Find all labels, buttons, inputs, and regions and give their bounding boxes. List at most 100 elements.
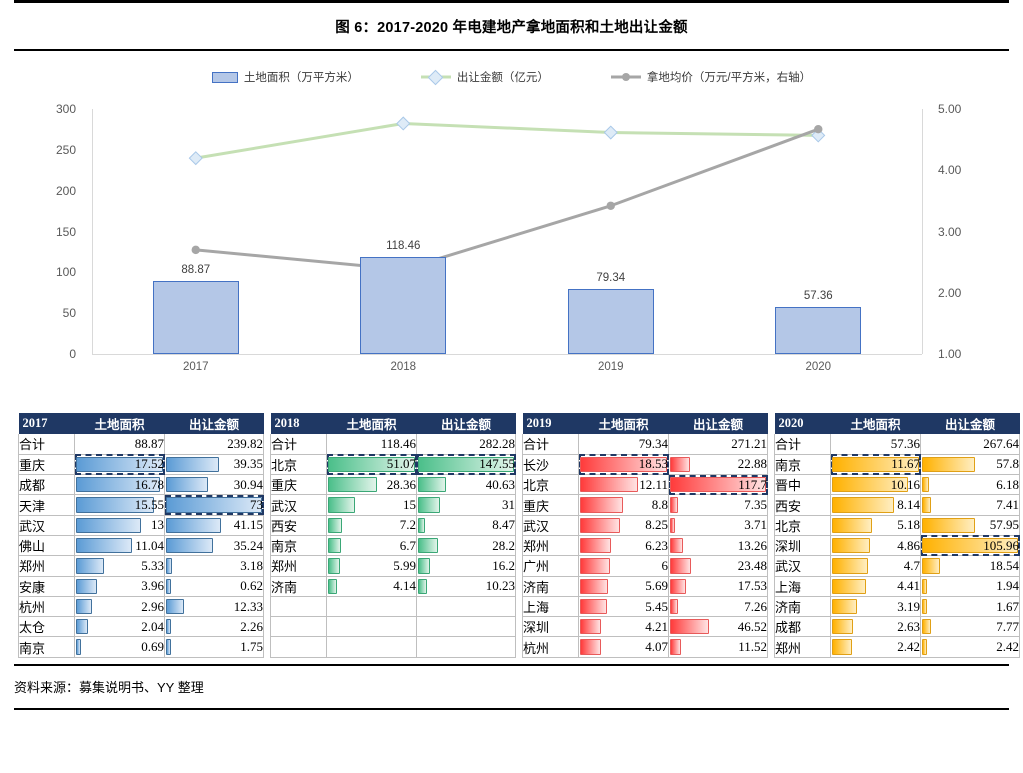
cell-amount[interactable]: 41.15 [164, 515, 264, 536]
cell-area[interactable]: 2.63 [830, 616, 921, 638]
cell-area[interactable]: 8.8 [578, 494, 669, 516]
cell-amount[interactable]: 46.52 [668, 616, 768, 638]
cell-amount[interactable]: 7.77 [920, 616, 1020, 638]
cell-amount[interactable]: 105.96 [920, 535, 1020, 557]
cell-city[interactable]: 郑州 [774, 636, 831, 658]
cell-amount[interactable]: 18.54 [920, 555, 1020, 577]
cell-city[interactable]: 深圳 [522, 616, 579, 638]
cell-city[interactable]: 武汉 [522, 515, 579, 536]
cell-city[interactable]: 广州 [522, 555, 579, 577]
cell-city[interactable]: 杭州 [18, 596, 75, 618]
cell-area[interactable]: 10.16 [830, 474, 921, 496]
cell-area[interactable]: 11.67 [830, 454, 921, 476]
cell-city[interactable] [270, 636, 327, 658]
cell-city[interactable]: 重庆 [522, 494, 579, 516]
cell-area[interactable]: 17.52 [74, 454, 165, 476]
cell-amount[interactable]: 10.23 [416, 576, 516, 597]
cell-area[interactable]: 15 [326, 494, 417, 516]
cell-amount[interactable]: 3.71 [668, 515, 768, 536]
cell-city[interactable]: 成都 [18, 474, 75, 496]
cell-area[interactable]: 4.21 [578, 616, 669, 638]
cell-city[interactable] [270, 596, 327, 618]
cell-area[interactable]: 6 [578, 555, 669, 577]
cell-amount[interactable]: 57.8 [920, 454, 1020, 476]
cell-area[interactable]: 8.14 [830, 494, 921, 516]
cell-amount[interactable]: 1.67 [920, 596, 1020, 618]
cell-city[interactable]: 西安 [774, 494, 831, 516]
cell-city[interactable]: 南京 [774, 454, 831, 476]
cell-area[interactable]: 6.23 [578, 535, 669, 557]
cell-city[interactable]: 济南 [522, 576, 579, 597]
cell-area[interactable]: 3.96 [74, 576, 165, 597]
cell-amount[interactable] [416, 596, 516, 618]
cell-area[interactable]: 51.07 [326, 454, 417, 476]
cell-city[interactable]: 武汉 [18, 515, 75, 536]
cell-amount[interactable]: 7.35 [668, 494, 768, 516]
cell-amount[interactable]: 40.63 [416, 474, 516, 496]
cell-city[interactable]: 重庆 [18, 454, 75, 476]
cell-city[interactable]: 合计 [270, 434, 327, 455]
cell-city[interactable]: 北京 [774, 515, 831, 536]
cell-area[interactable]: 4.7 [830, 555, 921, 577]
cell-city[interactable]: 西安 [270, 515, 327, 536]
cell-city[interactable]: 佛山 [18, 535, 75, 557]
cell-city[interactable]: 深圳 [774, 535, 831, 557]
cell-amount[interactable]: 17.53 [668, 576, 768, 597]
cell-area[interactable]: 12.11 [578, 474, 669, 496]
cell-city[interactable]: 南京 [18, 636, 75, 658]
cell-amount[interactable]: 12.33 [164, 596, 264, 618]
cell-city[interactable]: 北京 [270, 454, 327, 476]
cell-amount[interactable]: 0.62 [164, 576, 264, 597]
cell-area[interactable]: 2.96 [74, 596, 165, 618]
cell-city[interactable]: 郑州 [270, 555, 327, 577]
cell-amount[interactable]: 147.55 [416, 454, 516, 476]
dot-marker-icon[interactable] [814, 125, 823, 134]
legend-item-2[interactable]: 拿地均价（万元/平方米，右轴） [611, 69, 811, 85]
cell-amount[interactable]: 271.21 [668, 434, 768, 455]
cell-area[interactable]: 2.42 [830, 636, 921, 658]
cell-city[interactable]: 成都 [774, 616, 831, 638]
cell-city[interactable]: 上海 [774, 576, 831, 597]
cell-city[interactable]: 长沙 [522, 454, 579, 476]
cell-city[interactable]: 晋中 [774, 474, 831, 496]
cell-amount[interactable]: 117.7 [668, 474, 768, 496]
cell-amount[interactable] [416, 636, 516, 658]
cell-city[interactable]: 合计 [18, 434, 75, 455]
cell-amount[interactable]: 73 [164, 494, 264, 516]
cell-city[interactable] [270, 616, 327, 638]
cell-city[interactable]: 北京 [522, 474, 579, 496]
cell-city[interactable]: 天津 [18, 494, 75, 516]
cell-amount[interactable]: 1.94 [920, 576, 1020, 597]
dot-marker-icon[interactable] [606, 201, 615, 210]
cell-area[interactable] [326, 636, 417, 658]
cell-amount[interactable]: 1.75 [164, 636, 264, 658]
cell-city[interactable]: 济南 [774, 596, 831, 618]
cell-city[interactable]: 合计 [522, 434, 579, 455]
cell-amount[interactable] [416, 616, 516, 638]
cell-amount[interactable]: 39.35 [164, 454, 264, 476]
cell-area[interactable]: 5.99 [326, 555, 417, 577]
cell-amount[interactable]: 7.26 [668, 596, 768, 618]
cell-amount[interactable]: 7.41 [920, 494, 1020, 516]
cell-amount[interactable]: 13.26 [668, 535, 768, 557]
bar-2020[interactable] [775, 307, 862, 354]
cell-area[interactable]: 6.7 [326, 535, 417, 557]
legend-item-0[interactable]: 土地面积（万平方米） [211, 69, 359, 85]
cell-area[interactable]: 5.45 [578, 596, 669, 618]
cell-amount[interactable]: 35.24 [164, 535, 264, 557]
cell-area[interactable]: 118.46 [326, 434, 417, 455]
cell-area[interactable]: 4.86 [830, 535, 921, 557]
cell-amount[interactable]: 28.2 [416, 535, 516, 557]
diamond-marker-icon[interactable] [603, 125, 618, 140]
cell-area[interactable]: 2.04 [74, 616, 165, 638]
cell-city[interactable]: 济南 [270, 576, 327, 597]
cell-city[interactable]: 合计 [774, 434, 831, 455]
cell-area[interactable]: 4.41 [830, 576, 921, 597]
cell-area[interactable]: 15.55 [74, 494, 165, 516]
cell-amount[interactable]: 239.82 [164, 434, 264, 455]
cell-city[interactable]: 南京 [270, 535, 327, 557]
cell-amount[interactable]: 11.52 [668, 636, 768, 658]
cell-amount[interactable]: 57.95 [920, 515, 1020, 536]
bar-2019[interactable] [567, 289, 654, 354]
cell-area[interactable]: 4.07 [578, 636, 669, 658]
